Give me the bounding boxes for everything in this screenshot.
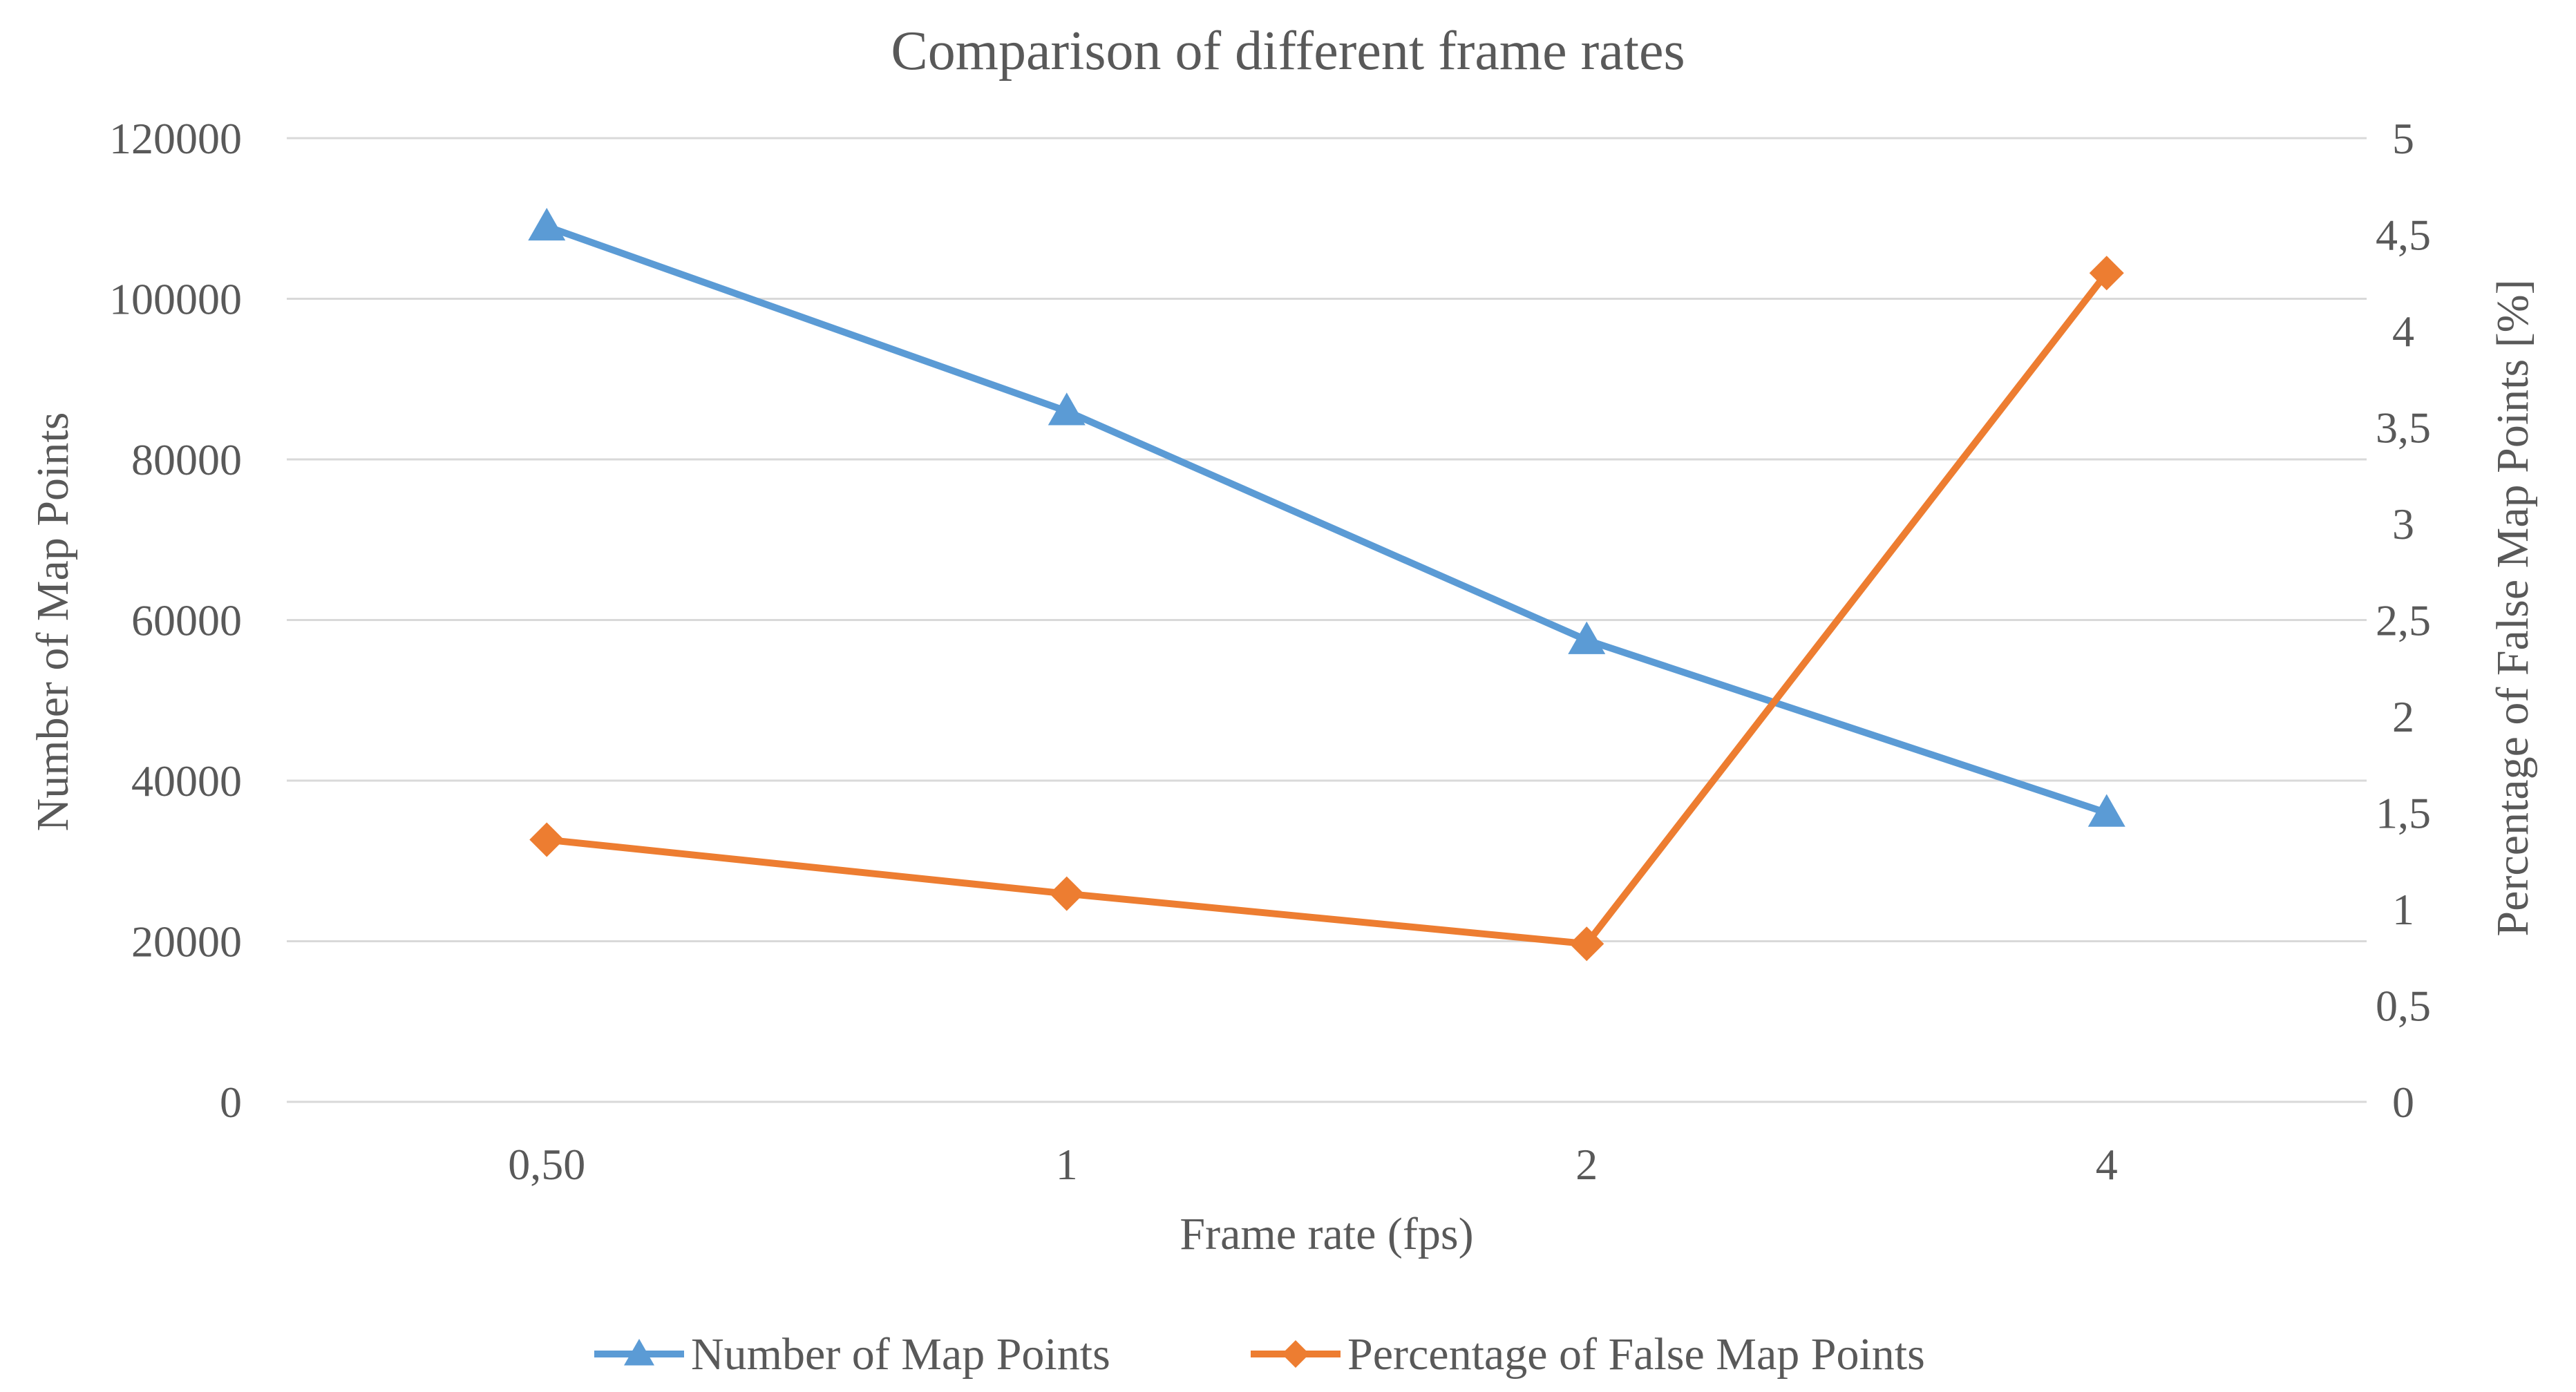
y2-tick-label: 0,5 (2376, 982, 2431, 1031)
data-point-triangle (1048, 392, 1086, 426)
y-tick-label: 120000 (109, 114, 242, 163)
data-point-diamond (2089, 256, 2124, 291)
x-axis-title: Frame rate (fps) (1180, 1209, 1473, 1259)
y2-tick-label: 4 (2392, 307, 2414, 356)
y2-tick-label: 3,5 (2376, 403, 2431, 452)
x-axis: 0,50 1 2 4 (508, 1140, 2118, 1189)
series-layer (528, 207, 2125, 962)
y2-tick-label: 3 (2392, 499, 2414, 549)
y2-tick-label: 4,5 (2376, 211, 2431, 260)
y-axis-left: 0 20000 40000 60000 80000 100000 120000 (109, 114, 242, 1127)
data-point-diamond (1569, 926, 1604, 962)
y-tick-label: 80000 (131, 435, 242, 484)
series-line-percentage-of-false-map-points (543, 269, 2110, 948)
legend-marker-diamond (1282, 1340, 1309, 1368)
y-axis-right: 0 0,5 1 1,5 2 2,5 3 3,5 4 4,5 5 (2376, 114, 2431, 1127)
x-tick-label: 1 (1056, 1140, 1078, 1189)
y-tick-label: 20000 (131, 917, 242, 966)
x-tick-label: 4 (2096, 1140, 2118, 1189)
y-tick-label: 0 (220, 1078, 242, 1127)
data-point-diamond (529, 822, 565, 857)
legend-label: Percentage of False Map Points (1347, 1329, 1925, 1380)
y-axis-title: Number of Map Points (28, 412, 78, 832)
data-point-triangle (528, 207, 566, 241)
y-tick-label: 60000 (131, 596, 242, 645)
y2-tick-label: 2 (2392, 692, 2414, 741)
x-tick-label: 0,50 (508, 1140, 585, 1189)
x-tick-label: 2 (1575, 1140, 1598, 1189)
legend-label: Number of Map Points (691, 1329, 1110, 1380)
data-point-triangle (2087, 794, 2125, 827)
legend-marker-triangle (624, 1339, 654, 1366)
y2-tick-label: 2,5 (2376, 596, 2431, 645)
chart-title: Comparison of different frame rates (891, 21, 1685, 82)
y2-axis-title: Percentage of False Map Points [%] (2488, 279, 2538, 936)
y-tick-label: 100000 (109, 275, 242, 324)
data-point-triangle (1568, 621, 1606, 654)
y2-tick-label: 0 (2392, 1078, 2414, 1127)
legend: Number of Map Points Percentage of False … (594, 1329, 1925, 1380)
y-tick-label: 40000 (131, 756, 242, 805)
gridlines (287, 137, 2367, 942)
y2-tick-label: 5 (2392, 114, 2414, 163)
y2-tick-label: 1 (2392, 885, 2414, 934)
y2-tick-label: 1,5 (2376, 789, 2431, 838)
data-point-diamond (1049, 876, 1084, 911)
series-line-number-of-map-points (543, 222, 2110, 817)
